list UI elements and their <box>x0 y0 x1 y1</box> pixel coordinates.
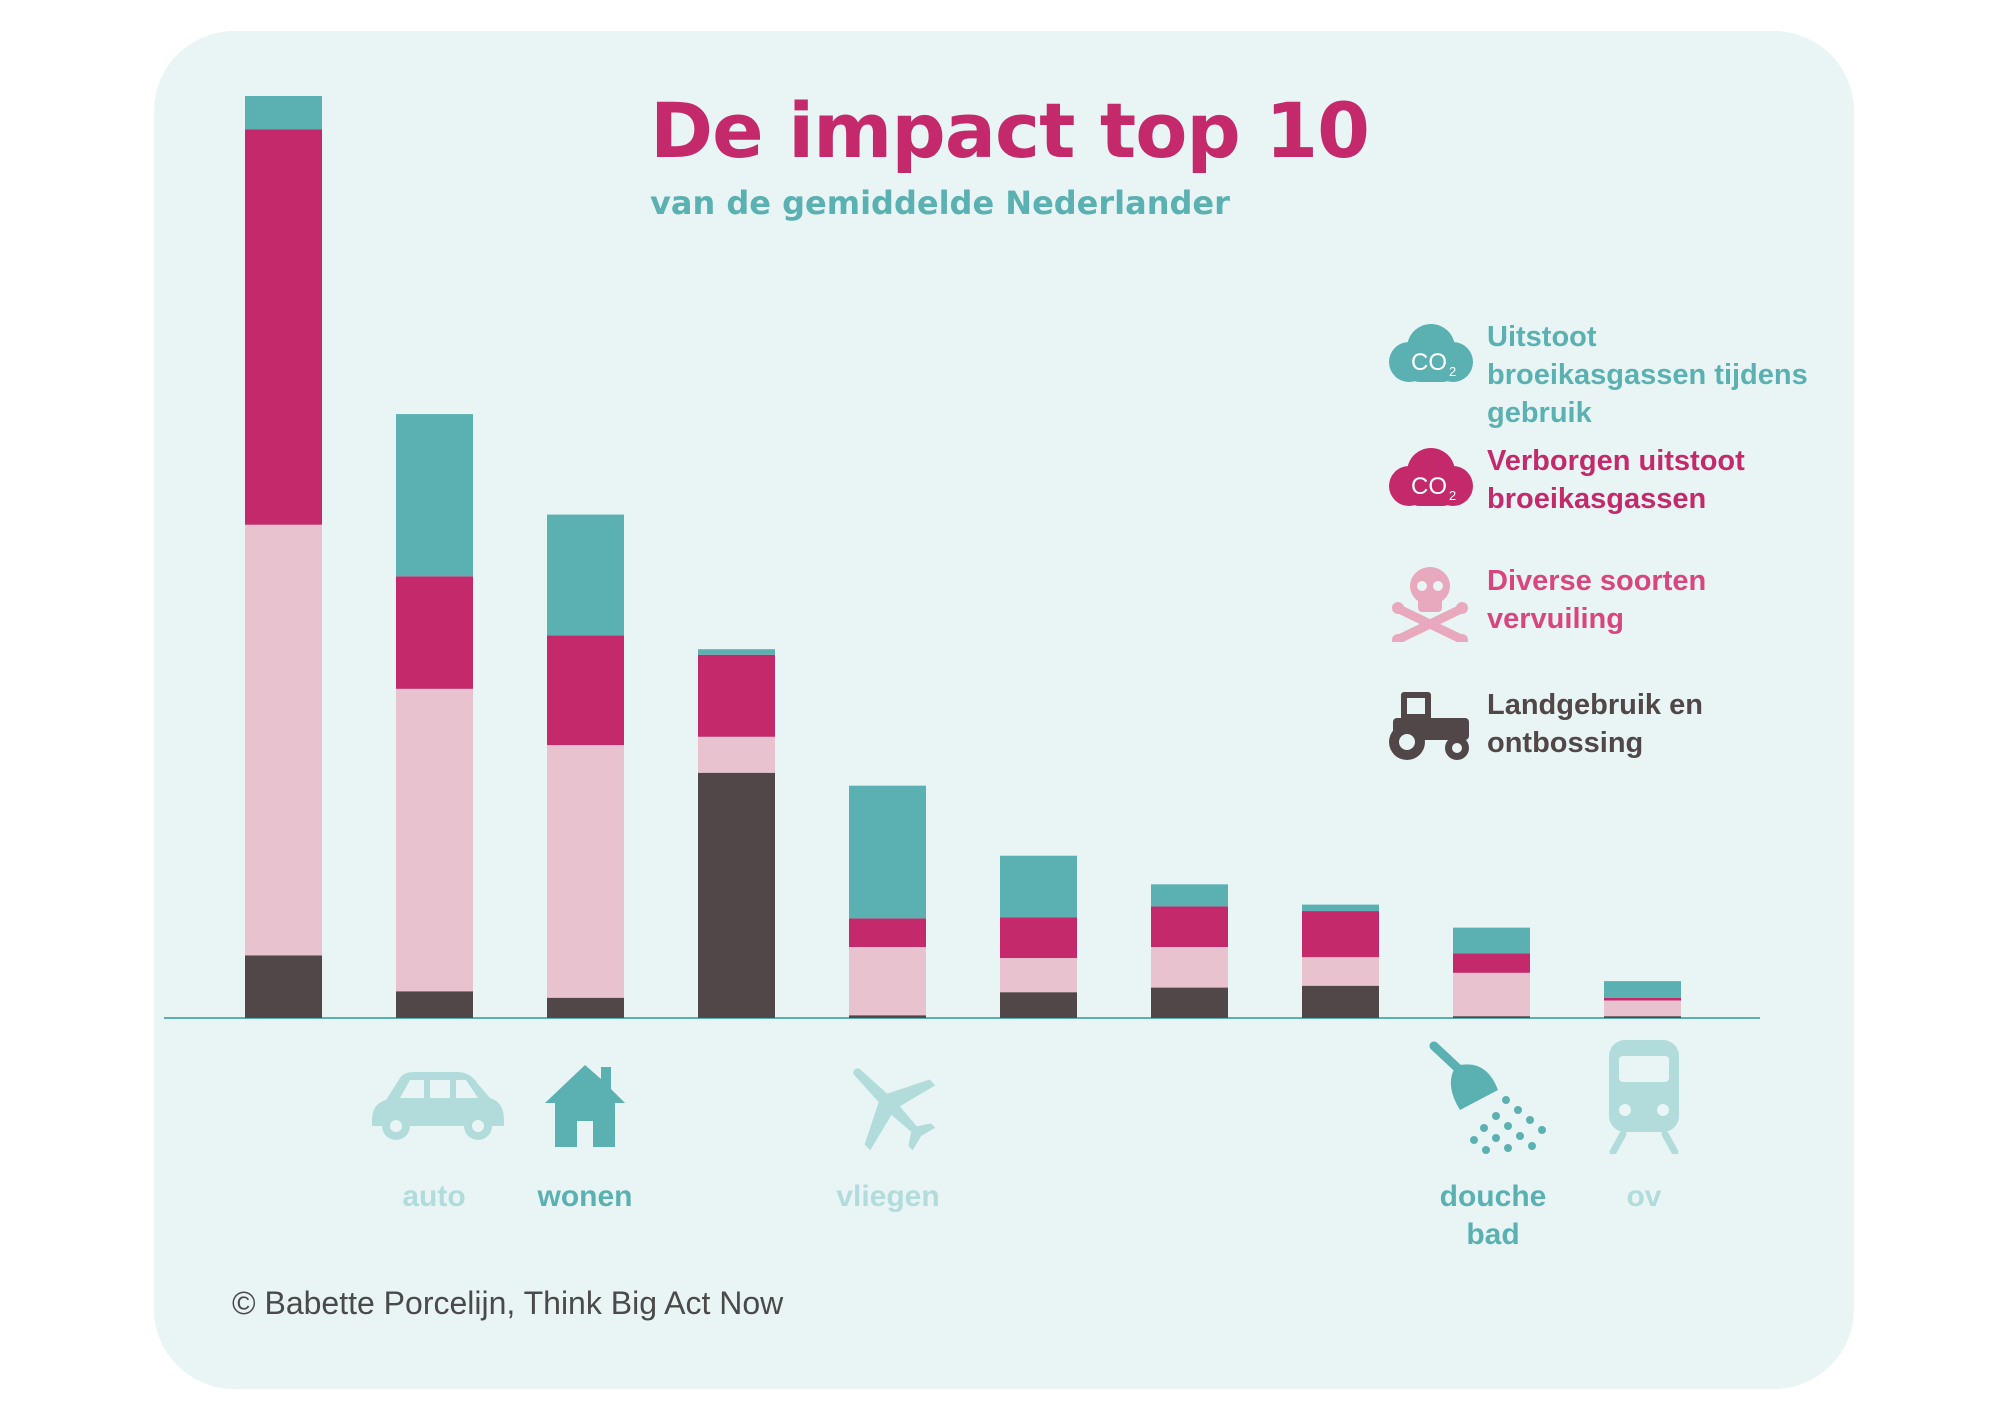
bar-segment-1-series-1 <box>245 955 322 1018</box>
bar-segment-5-series-4 <box>849 785 926 919</box>
bar-segment-5-series-2 <box>849 947 926 1016</box>
skull-crossbones-icon <box>1392 567 1468 642</box>
tractor-icon <box>1389 692 1469 760</box>
bar-segment-3-series-3 <box>547 635 624 746</box>
bar-segment-3-series-2 <box>547 745 624 998</box>
bar-segment-7-series-2 <box>1151 947 1228 988</box>
bar-segment-8-series-1 <box>1302 985 1379 1018</box>
bar-segment-10-series-2 <box>1604 1000 1681 1017</box>
shower-icon <box>1429 1041 1546 1154</box>
bar-segment-2-series-2 <box>396 688 473 992</box>
bar-segment-4-series-4 <box>698 649 775 655</box>
co2-cloud-icon: CO 2 <box>1389 324 1473 382</box>
bar-segment-6-series-2 <box>1000 958 1077 993</box>
bar-segment-8-series-4 <box>1302 904 1379 912</box>
bar-segment-9-series-1 <box>1453 1016 1530 1018</box>
bar-segment-7-series-4 <box>1151 884 1228 907</box>
bar-segment-9-series-3 <box>1453 953 1530 973</box>
bar-segment-6-series-3 <box>1000 917 1077 959</box>
legend-label: Landgebruik en ontbossing <box>1487 689 1703 759</box>
bar-segment-1-series-2 <box>245 524 322 956</box>
car-icon <box>372 1072 504 1140</box>
legend-label: Verborgen uitstoot broeikasgassen <box>1487 445 1745 515</box>
bar-segment-9-series-4 <box>1453 927 1530 954</box>
bar-segment-2-series-3 <box>396 576 473 689</box>
legend-label: Uitstoot broeikasgassen tijdens gebruik <box>1487 321 1808 429</box>
category-label-vliegen: vliegen <box>836 1180 940 1213</box>
category-label-auto: auto <box>402 1180 466 1213</box>
bar-segment-1-series-4 <box>245 96 322 130</box>
legend-label: Diverse soorten vervuiling <box>1487 565 1707 635</box>
bar-segment-10-series-4 <box>1604 981 1681 998</box>
bar-segment-1-series-3 <box>245 129 322 525</box>
bar-segment-7-series-3 <box>1151 906 1228 948</box>
bar-segment-10-series-3 <box>1604 997 1681 1001</box>
bar-segment-10-series-1 <box>1604 1016 1681 1018</box>
bar-segment-4-series-2 <box>698 736 775 773</box>
bar-segment-9-series-2 <box>1453 972 1530 1017</box>
bar-segment-4-series-3 <box>698 654 775 737</box>
bar-segment-2-series-4 <box>396 414 473 577</box>
train-icon <box>1609 1040 1679 1154</box>
svg-text:CO: CO <box>1411 473 1447 500</box>
bar-segment-3-series-4 <box>547 514 624 636</box>
bar-segment-6-series-4 <box>1000 855 1077 918</box>
copyright-credit: © Babette Porcelijn, Think Big Act Now <box>232 1285 784 1321</box>
chart-subtitle: van de gemiddelde Nederlander <box>650 184 1230 222</box>
bar-segment-8-series-2 <box>1302 957 1379 986</box>
chart-title: De impact top 10 <box>650 86 1370 175</box>
bar-segment-2-series-1 <box>396 991 473 1018</box>
bar-segment-7-series-1 <box>1151 987 1228 1018</box>
category-label-douche-bad: douche bad <box>1439 1180 1547 1251</box>
bar-segment-5-series-3 <box>849 918 926 948</box>
bar-segment-8-series-3 <box>1302 911 1379 958</box>
svg-text:CO: CO <box>1411 349 1447 376</box>
bar-segment-6-series-1 <box>1000 992 1077 1018</box>
bar-segment-4-series-1 <box>698 772 775 1018</box>
house-icon <box>545 1065 625 1147</box>
bar-segment-5-series-1 <box>849 1015 926 1018</box>
svg-text:2: 2 <box>1449 488 1456 503</box>
category-label-ov: ov <box>1626 1180 1662 1213</box>
airplane-icon <box>853 1068 936 1151</box>
co2-cloud-icon: CO 2 <box>1389 448 1473 506</box>
category-label-wonen: wonen <box>537 1180 633 1213</box>
svg-text:2: 2 <box>1449 364 1456 379</box>
bar-segment-3-series-1 <box>547 997 624 1018</box>
